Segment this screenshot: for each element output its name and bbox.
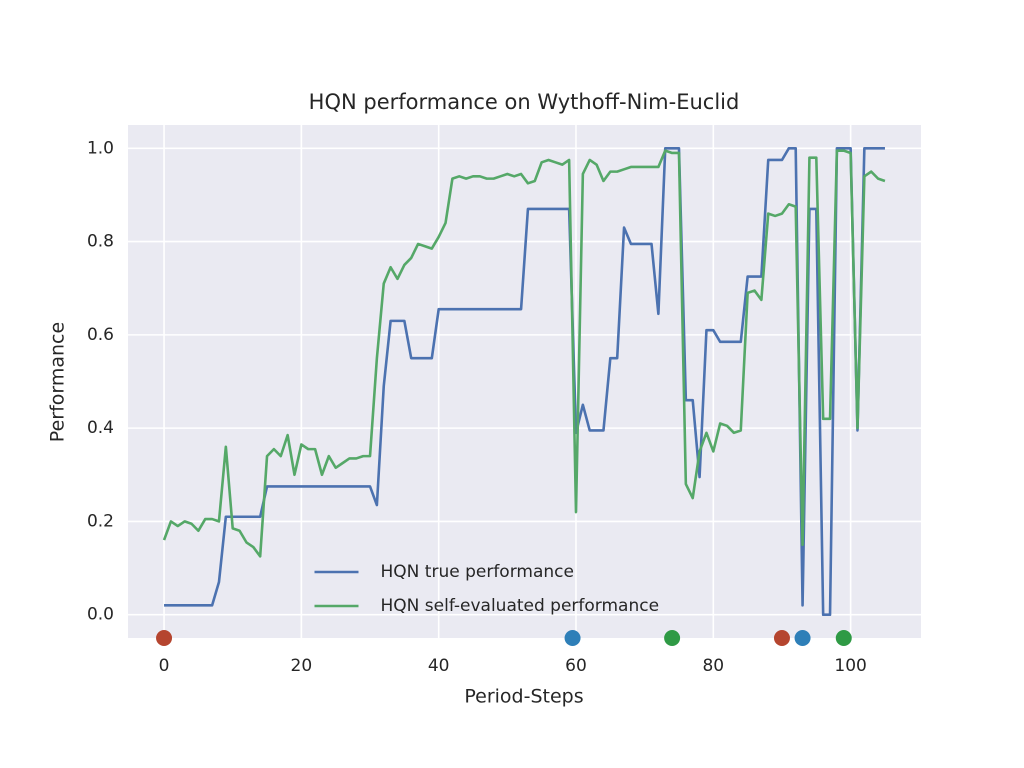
event-marker [794, 630, 811, 646]
y-tick-label: 0.6 [87, 325, 114, 345]
x-tick-label: 60 [565, 656, 587, 676]
y-tick-label: 0.2 [87, 511, 114, 531]
y-axis-label: Performance [47, 322, 69, 442]
event-marker [564, 630, 581, 646]
event-marker [773, 630, 790, 646]
x-tick-label: 40 [428, 656, 450, 676]
x-axis-label: Period-Steps [464, 686, 583, 708]
y-tick-label: 0.4 [87, 418, 114, 438]
y-tick-label: 1.0 [87, 138, 114, 158]
series-line [164, 147, 885, 616]
lines [162, 147, 886, 616]
chart-title: HQN performance on Wythoff-Nim-Euclid [309, 90, 740, 114]
event-marker [156, 630, 173, 646]
legend: HQN true performance HQN self-evaluated p… [314, 562, 660, 616]
y-tick-label: 0.0 [87, 605, 114, 625]
x-tick-label: 80 [702, 656, 724, 676]
legend-label: HQN self-evaluated performance [381, 596, 660, 616]
grid [128, 125, 921, 638]
series-line [162, 149, 886, 558]
y-tick-label: 0.8 [87, 232, 114, 252]
event-marker [835, 630, 852, 646]
x-tick-label: 100 [834, 656, 866, 676]
legend-label: HQN true performance [381, 562, 574, 582]
x-tick-label: 20 [291, 656, 313, 676]
event-marker [664, 630, 681, 646]
x-tick-label: 0 [159, 656, 170, 676]
